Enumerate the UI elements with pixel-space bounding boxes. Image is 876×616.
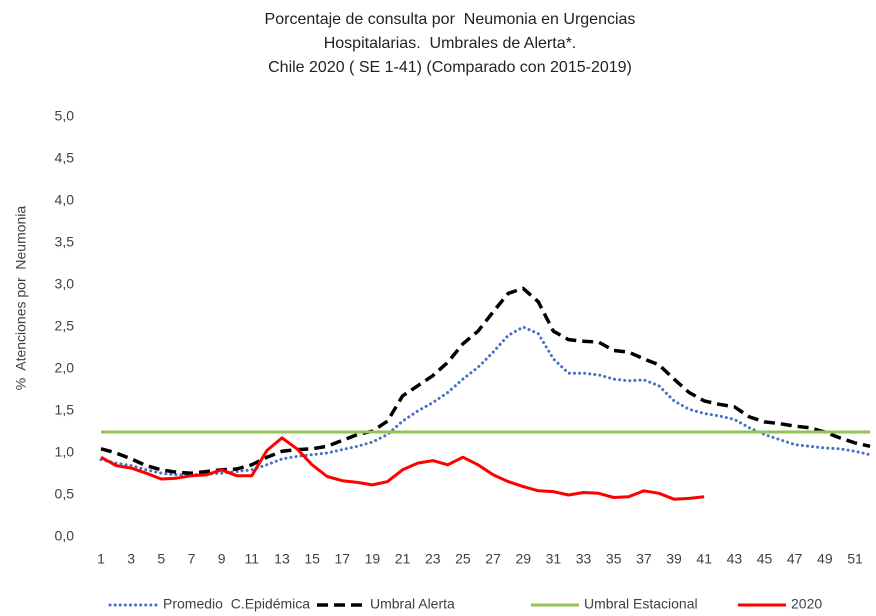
chart-title: Hospitalarias. Umbrales de Alerta*. (324, 35, 577, 52)
x-tick-label: 15 (304, 551, 320, 567)
x-tick-label: 31 (546, 551, 562, 567)
x-tick-label: 49 (817, 551, 833, 567)
x-tick-label: 17 (334, 551, 350, 567)
x-tick-label: 39 (666, 551, 682, 567)
x-tick-label: 7 (188, 551, 196, 567)
x-tick-label: 9 (218, 551, 226, 567)
chart-title: Porcentaje de consulta por Neumonia en U… (265, 11, 636, 28)
x-tick-label: 29 (515, 551, 531, 567)
legend-label: 2020 (791, 596, 822, 612)
x-tick-label: 11 (245, 551, 260, 567)
x-tick-label: 23 (425, 551, 441, 567)
x-tick-label: 45 (757, 551, 773, 567)
y-tick-label: 0,5 (55, 486, 75, 502)
x-tick-label: 33 (576, 551, 592, 567)
y-tick-label: 1,5 (55, 402, 75, 418)
x-tick-label: 51 (847, 551, 863, 567)
y-tick-label: 1,0 (55, 444, 75, 460)
chart-title: Chile 2020 ( SE 1-41) (Comparado con 201… (268, 59, 632, 76)
y-tick-label: 5,0 (55, 108, 75, 124)
x-tick-label: 3 (127, 551, 135, 567)
y-tick-label: 2,0 (55, 360, 75, 376)
legend-label: Umbral Alerta (370, 596, 455, 612)
x-tick-label: 25 (455, 551, 471, 567)
x-tick-label: 47 (787, 551, 803, 567)
y-tick-label: 4,5 (55, 150, 75, 166)
series-line (100, 436, 705, 501)
x-tick-label: 5 (157, 551, 165, 567)
x-tick-label: 19 (365, 551, 381, 567)
x-tick-label: 13 (274, 551, 290, 567)
legend-label: Umbral Estacional (584, 596, 698, 612)
x-tick-label: 21 (395, 551, 411, 567)
x-tick-label: 37 (636, 551, 652, 567)
y-tick-label: 3,5 (55, 234, 75, 250)
x-tick-label: 41 (696, 551, 712, 567)
series-line (100, 286, 871, 475)
series-line (99, 325, 872, 477)
y-axis-label: % Atenciones por Neumonia (13, 206, 29, 391)
x-tick-label: 35 (606, 551, 622, 567)
y-tick-label: 3,0 (55, 276, 75, 292)
x-tick-label: 43 (727, 551, 743, 567)
legend-label: Promedio C.Epidémica (163, 596, 310, 612)
y-tick-label: 4,0 (55, 192, 75, 208)
x-tick-label: 27 (485, 551, 501, 567)
x-tick-label: 1 (97, 551, 105, 567)
y-tick-label: 2,5 (55, 318, 75, 334)
y-tick-label: 0,0 (55, 528, 75, 544)
